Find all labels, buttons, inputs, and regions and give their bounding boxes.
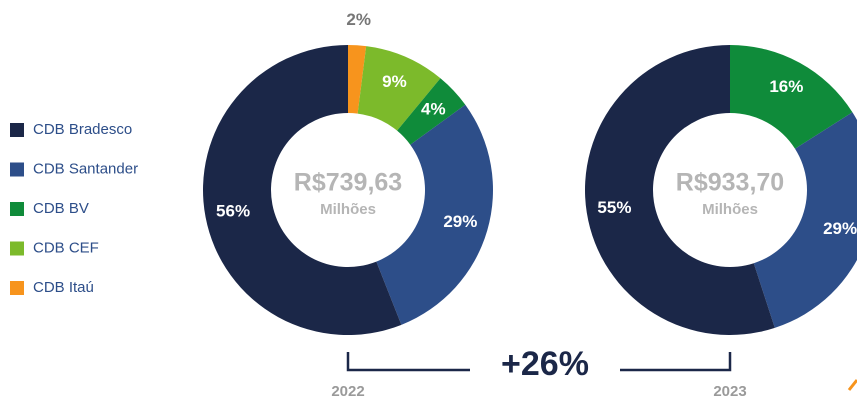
donut-slice xyxy=(730,45,853,149)
slice-label: 55% xyxy=(597,198,631,217)
legend-label: CDB Itaú xyxy=(33,279,94,296)
legend-swatch xyxy=(10,123,24,137)
legend-swatch xyxy=(10,162,24,177)
slice-label: 4% xyxy=(421,99,446,118)
center-value: R$933,70 xyxy=(676,169,784,197)
donut-slice xyxy=(585,45,775,335)
year-label: 2023 xyxy=(713,383,746,400)
legend-label: CDB BV xyxy=(33,200,89,217)
donut-slice xyxy=(753,112,857,328)
year-label: 2022 xyxy=(331,383,364,400)
legend-label: CDB Santander xyxy=(33,160,138,177)
legend-swatch xyxy=(10,202,24,216)
slice-label: 9% xyxy=(382,72,407,91)
donut-slice xyxy=(357,46,441,131)
slice-label: 56% xyxy=(216,201,250,220)
slice-label: 16% xyxy=(769,77,803,96)
center-value: R$739,63 xyxy=(294,169,402,197)
slice-label: 29% xyxy=(443,212,477,231)
bracket-left xyxy=(346,352,470,372)
bracket-right xyxy=(620,352,732,372)
donut-slice xyxy=(203,45,402,335)
legend-swatch xyxy=(10,241,24,256)
center-unit: Milhões xyxy=(320,201,376,218)
donut-slice xyxy=(376,104,493,325)
legend-swatch xyxy=(10,281,24,295)
decoration xyxy=(847,379,857,391)
donut-slice xyxy=(348,45,367,114)
slice-label: 2% xyxy=(346,10,371,29)
slice-label: 29% xyxy=(823,219,857,238)
donut-slice xyxy=(397,78,466,145)
change-label: +26% xyxy=(501,345,589,383)
legend-label: CDB Bradesco xyxy=(33,121,132,138)
center-unit: Milhões xyxy=(702,201,758,218)
legend-label: CDB CEF xyxy=(33,239,99,256)
